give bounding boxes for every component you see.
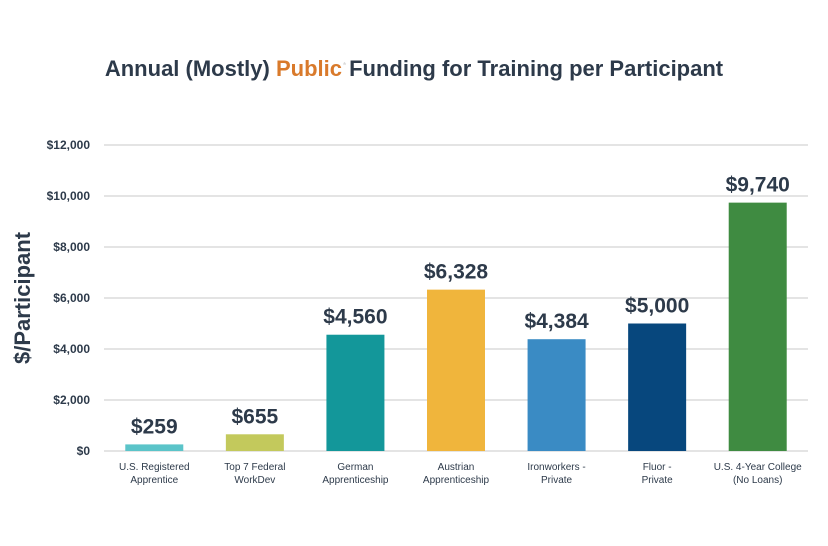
data-label: $9,740 [726,174,790,197]
bar [728,202,787,451]
x-tick-label: WorkDev [234,475,275,486]
data-label: $655 [231,405,278,428]
x-tick-label: Private [642,475,674,486]
y-tick-label: $6,000 [53,291,90,305]
x-tick-label: (No Loans) [733,475,782,486]
x-tick-label: Apprenticeship [423,475,490,486]
data-label: $6,328 [424,261,489,284]
x-tick-label: Apprenticeship [322,475,389,486]
x-tick-label: German [337,462,373,473]
x-tick-label: Top 7 Federal [224,462,285,473]
x-tick-label: Austrian [438,462,475,473]
x-tick-label: U.S. Registered [119,462,190,473]
bar [125,444,184,451]
chart-title-part-2: Funding for Training per Participant [349,56,724,81]
data-label: $259 [131,415,178,438]
y-tick-label: $4,000 [53,342,90,356]
y-tick-label: $10,000 [47,189,91,203]
bar [527,339,586,451]
x-tick-label: Ironworkers - [527,462,585,473]
y-tick-label: $12,000 [47,138,91,152]
data-label: $5,000 [625,295,689,318]
bar [225,434,284,451]
data-label: $4,384 [524,310,589,333]
chart-title-accent: Public [275,56,342,81]
y-tick-label: $2,000 [53,393,90,407]
chart-title-part-1: Annual (Mostly) [104,56,276,81]
y-tick-label: $8,000 [53,240,90,254]
data-label: $4,560 [323,306,387,329]
chart-title-mark: * [342,60,347,70]
x-tick-label: Apprentice [130,475,178,486]
x-tick-label: Fluor - [643,462,672,473]
bar [326,334,385,451]
bar [427,289,485,451]
y-axis-label: $/Participant [10,231,35,364]
chart-title: Annual (Mostly) Public* Funding for Train… [0,56,828,82]
bar [628,323,687,451]
y-tick-label: $0 [77,444,91,458]
x-tick-label: Private [541,475,573,486]
x-tick-label: U.S. 4-Year College [714,462,802,473]
